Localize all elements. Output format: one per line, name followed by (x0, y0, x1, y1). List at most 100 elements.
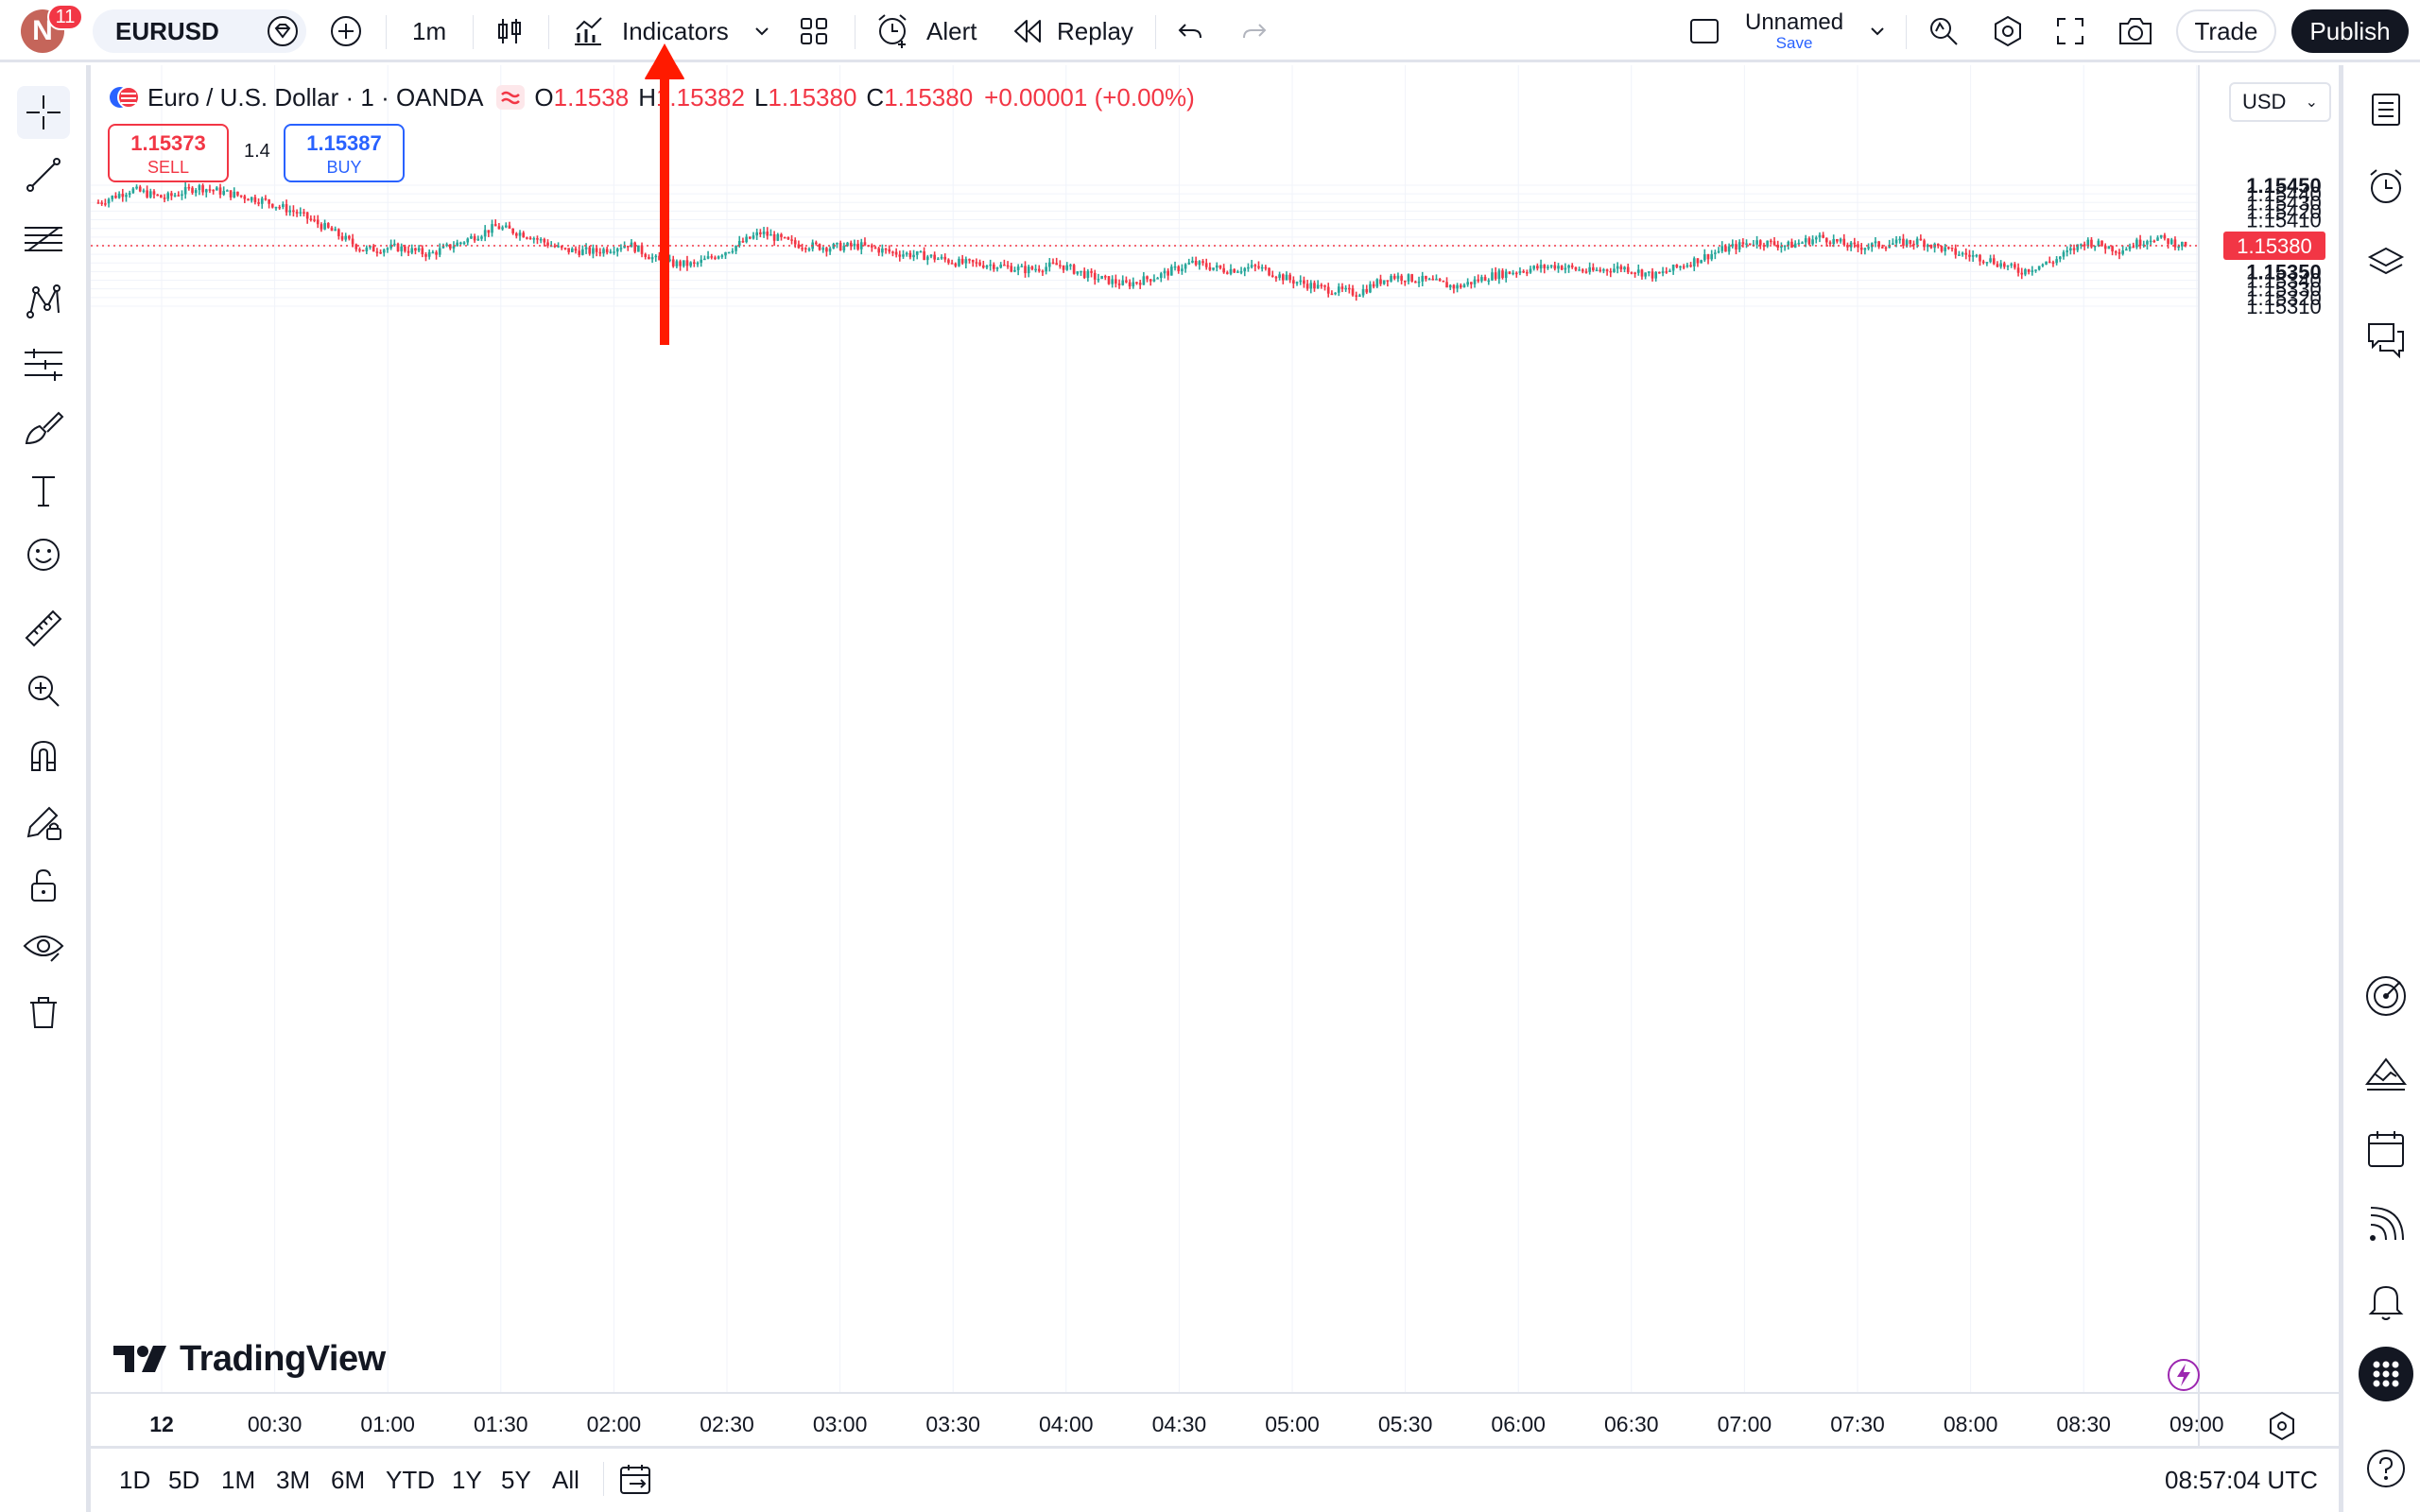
candle-body (1313, 283, 1316, 289)
publish-button[interactable]: Publish (2291, 9, 2409, 53)
range-5y-button[interactable]: 5Y (501, 1465, 531, 1494)
interval-button[interactable]: 1m (412, 16, 447, 45)
indicators-dropdown-chevron-icon[interactable] (752, 0, 771, 62)
camera-snapshot-icon[interactable] (2118, 0, 2153, 62)
range-5d-button[interactable]: 5D (168, 1465, 200, 1494)
candle-body (526, 237, 528, 239)
layout-dropdown-chevron-icon[interactable] (1868, 0, 1887, 62)
sell-button[interactable]: 1.15373 SELL (108, 124, 229, 182)
range-1m-button[interactable]: 1M (221, 1465, 256, 1494)
settings-hexagon-icon[interactable] (1991, 0, 2025, 62)
candle-body (1365, 288, 1369, 293)
trash-icon[interactable] (17, 986, 70, 1039)
time-axis-label: 01:00 (360, 1412, 415, 1436)
forecasting-tool-icon[interactable] (17, 337, 70, 390)
symbol-diamond-icon[interactable] (267, 0, 299, 62)
open-value: 1.1538 (553, 82, 630, 112)
range-ytd-button[interactable]: YTD (386, 1465, 435, 1494)
range-6m-button[interactable]: 6M (331, 1465, 366, 1494)
candle-body (1668, 270, 1671, 272)
go-to-date-icon[interactable] (618, 1449, 654, 1511)
candle-body (786, 236, 790, 240)
range-1d-button[interactable]: 1D (119, 1465, 151, 1494)
fullscreen-icon[interactable] (2055, 0, 2085, 62)
emoji-icon[interactable] (17, 528, 70, 581)
candle-body (1944, 247, 1946, 251)
text-tool-icon[interactable] (17, 464, 70, 517)
market-status-icon[interactable] (496, 85, 526, 110)
candle-body (191, 187, 194, 194)
candle-body (1947, 247, 1950, 249)
range-1y-button[interactable]: 1Y (452, 1465, 482, 1494)
notifications-bell-icon[interactable] (2362, 1277, 2410, 1324)
target-icon[interactable] (2362, 972, 2410, 1020)
compare-add-icon[interactable] (329, 0, 363, 62)
buy-price: 1.15387 (306, 131, 382, 155)
ideas-mountain-icon[interactable] (2362, 1050, 2410, 1097)
news-feed-icon[interactable] (2362, 1201, 2410, 1248)
visibility-eye-icon[interactable] (17, 921, 70, 974)
calendar-icon[interactable] (2362, 1125, 2410, 1173)
currency-select[interactable]: USD ⌄ (2229, 82, 2331, 122)
redo-icon[interactable] (1240, 0, 1269, 62)
candle-body (644, 253, 648, 257)
time-axis-label: 02:30 (700, 1412, 754, 1436)
alarm-clock-icon[interactable] (2362, 163, 2410, 210)
sell-label: SELL (147, 158, 190, 177)
ruler-measure-icon[interactable] (17, 602, 70, 655)
range-3m-button[interactable]: 3M (276, 1465, 311, 1494)
candle-body (1225, 272, 1229, 274)
chart-pane[interactable]: 12 00:30 01:00 01:30 02:00 02:30 03:00 03:30 04:… (91, 65, 2339, 1512)
candle-body (2125, 249, 2128, 251)
chat-icon[interactable] (2362, 317, 2410, 364)
candle-body (954, 263, 958, 266)
unlock-icon[interactable] (17, 859, 70, 912)
candle-body (560, 246, 563, 249)
candle-body (111, 196, 114, 199)
undo-icon[interactable] (1176, 0, 1204, 62)
candle-body (156, 194, 159, 197)
crosshair-icon[interactable] (17, 86, 70, 139)
candles-style-icon[interactable] (493, 0, 526, 62)
trade-button[interactable]: Trade (2176, 9, 2276, 53)
candle-body (919, 250, 923, 253)
replay-button[interactable]: Replay (1011, 0, 1133, 62)
candle-body (912, 254, 915, 258)
brush-icon[interactable] (17, 402, 70, 455)
buy-button[interactable]: 1.15387 BUY (284, 124, 405, 182)
magnet-icon[interactable] (17, 729, 70, 782)
candle-body (2156, 237, 2159, 241)
watchlist-icon[interactable] (2362, 86, 2410, 133)
candle-body (2062, 251, 2066, 257)
help-icon[interactable] (2362, 1445, 2410, 1492)
zoom-in-icon[interactable] (17, 664, 70, 717)
layers-icon[interactable] (2362, 239, 2410, 286)
layouts-grid-icon[interactable] (798, 0, 830, 62)
lightning-icon[interactable] (2167, 1358, 2201, 1392)
candle-body (337, 229, 340, 236)
utc-clock[interactable]: 08:57:04 UTC (2165, 1465, 2318, 1494)
fib-retracement-icon[interactable] (17, 213, 70, 266)
candlestick-chart[interactable]: 12 00:30 01:00 01:30 02:00 02:30 03:00 03:30 04:… (91, 65, 2339, 1446)
candle-body (1361, 288, 1365, 296)
quick-search-icon[interactable] (1927, 0, 1961, 62)
time-axis-settings-icon[interactable] (2270, 1411, 2294, 1441)
candle-body (630, 242, 633, 248)
candle-body (958, 258, 960, 266)
trend-line-icon[interactable] (17, 148, 70, 201)
tradingview-logo[interactable]: TradingView (113, 1335, 386, 1383)
symbol-name[interactable]: Euro / U.S. Dollar · 1 · OANDA (147, 82, 484, 112)
alert-button[interactable]: Alert (875, 0, 977, 62)
candle-body (452, 246, 456, 249)
apps-menu-icon[interactable] (2359, 1347, 2413, 1401)
layout-name-button[interactable]: Unnamed Save (1745, 0, 1843, 62)
candle-body (1173, 266, 1177, 268)
candle-body (1051, 262, 1055, 265)
layout-checkbox-icon[interactable] (1688, 0, 1720, 62)
candle-body (125, 195, 128, 198)
candle-body (226, 190, 229, 192)
range-all-button[interactable]: All (552, 1465, 579, 1494)
pattern-tool-icon[interactable] (17, 275, 70, 328)
indicators-button[interactable]: Indicators (571, 0, 729, 62)
lock-drawings-pencil-icon[interactable] (17, 795, 70, 848)
